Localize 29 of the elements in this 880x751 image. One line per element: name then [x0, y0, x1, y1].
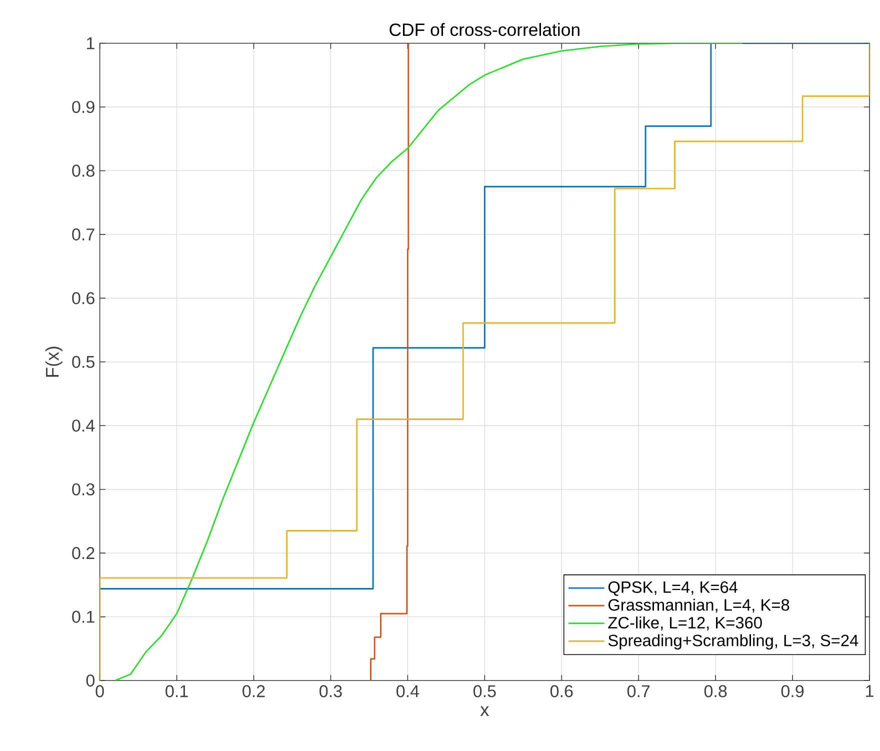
y-tick-label: 1 [86, 37, 94, 49]
x-tick-label: 0.6 [550, 684, 573, 698]
y-tick-label: 0.1 [72, 610, 94, 623]
chart-title: CDF of cross-correlation [390, 22, 580, 36]
y-tick-label: 0.7 [72, 228, 94, 240]
x-tick-label: 0.7 [627, 684, 650, 698]
x-tick-label: 0.1 [166, 684, 188, 698]
y-tick-label: 0.8 [72, 164, 94, 177]
legend-label: Spreading+Scrambling, L=3, S=24 [608, 634, 858, 650]
x-tick-label: 0.9 [781, 684, 804, 698]
y-tick-label: 0.9 [72, 100, 94, 113]
y-tick-label: 0.4 [72, 419, 95, 432]
x-tick-label: 0.8 [704, 684, 727, 698]
x-tick-label: 0 [96, 684, 104, 698]
legend-label: ZC-like, L=12, K=360 [608, 616, 762, 630]
y-tick-label: 0.2 [72, 546, 94, 559]
y-tick-label: 0.3 [72, 483, 94, 496]
y-tick-label: 0.6 [72, 292, 94, 304]
x-tick-label: 0.3 [320, 684, 342, 698]
x-tick-label: 0.4 [396, 684, 420, 698]
y-tick-label: 0.5 [72, 356, 94, 368]
x-tick-label: 0.2 [242, 684, 265, 698]
y-tick-label: 0 [86, 674, 95, 686]
x-tick-label: 1 [866, 685, 874, 697]
legend-label: QPSK, L=4, K=64 [608, 581, 738, 596]
legend-label: Grassmannian, L=4, K=8 [608, 598, 790, 613]
y-axis-title: F(x) [45, 346, 62, 377]
x-tick-label: 0.5 [473, 684, 496, 698]
x-axis-title: x [480, 706, 490, 716]
